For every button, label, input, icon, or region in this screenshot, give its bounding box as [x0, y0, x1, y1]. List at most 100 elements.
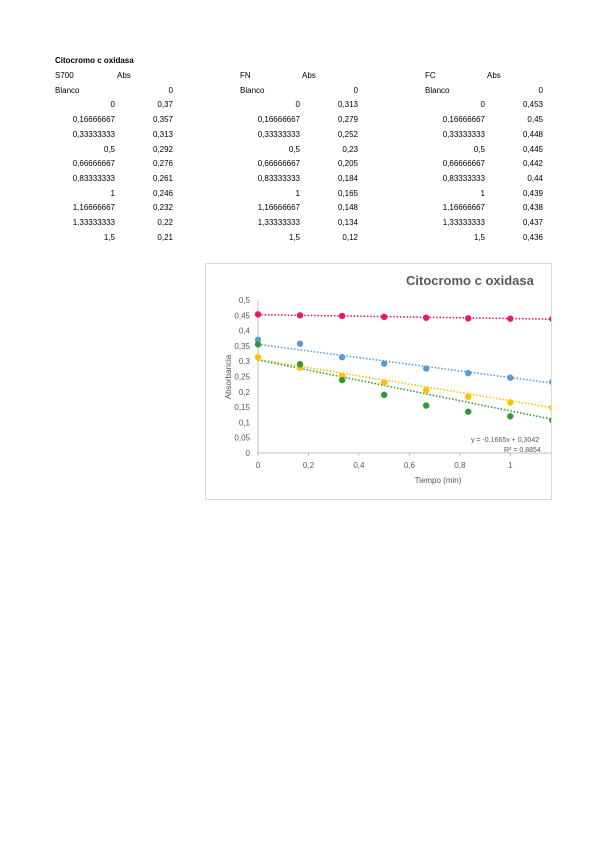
data-point	[423, 314, 430, 321]
data-point	[380, 360, 388, 367]
cell-value: 0,23	[342, 144, 358, 154]
x-tick-label: 0,4	[353, 461, 365, 470]
y-tick-label: 0,5	[239, 296, 251, 305]
data-point	[296, 361, 304, 368]
y-tick-label: 0,25	[234, 373, 250, 382]
cell-label: 0,5	[473, 144, 485, 154]
cell-label: 1,16666667	[257, 203, 300, 213]
data-point	[465, 393, 472, 400]
data-point	[380, 313, 388, 321]
data-point	[254, 354, 262, 361]
data-point	[549, 404, 551, 411]
data-point	[423, 402, 430, 409]
cell-label: 1,5	[473, 232, 485, 242]
cell-value: 0,21	[157, 232, 173, 242]
cell-label: Blanco	[425, 85, 450, 95]
cell-value: 0,261	[152, 173, 173, 183]
data-point	[507, 315, 514, 322]
cell-value: 0	[168, 85, 173, 95]
data-point	[338, 376, 346, 384]
cell-label: 0,33333333	[257, 129, 300, 139]
cell-label: 0,33333333	[72, 129, 115, 139]
x-axis-label: Tiempo (min)	[415, 476, 462, 485]
y-tick-label: 0,05	[234, 434, 250, 443]
cell-value: Abs	[117, 71, 131, 80]
cell-label: 1	[110, 188, 115, 198]
cell-value: 0,246	[152, 188, 173, 198]
cell-label: 0,16666667	[442, 115, 485, 125]
data-point	[465, 315, 472, 322]
x-tick-label: 0,2	[303, 461, 315, 470]
cell-value: 0,205	[337, 159, 358, 169]
cell-value: 0,357	[152, 115, 173, 125]
trendline-1	[257, 358, 551, 409]
cell-value: 0,436	[522, 232, 543, 242]
cell-value: 0,44	[527, 173, 543, 183]
y-tick-label: 0,15	[234, 403, 250, 412]
cell-label: 0,66666667	[442, 159, 485, 169]
cell-value: 0,439	[522, 188, 543, 198]
y-tick-label: 0,2	[239, 388, 251, 397]
cell-value: 0,448	[522, 129, 543, 139]
y-tick-label: 0,3	[239, 357, 251, 366]
cell-label: 1,33333333	[442, 218, 485, 227]
cell-label: 0,83333333	[257, 173, 300, 183]
y-tick-label: 0,1	[239, 418, 251, 427]
trend-equation: y = -0,1665x + 0,3042	[471, 437, 539, 444]
cell-value: 0,148	[337, 203, 358, 213]
y-tick-label: 0,45	[234, 311, 250, 320]
data-point	[549, 417, 551, 424]
cell-label: 1,33333333	[257, 218, 300, 227]
cell-label: FC	[425, 71, 436, 80]
cell-label: 1,16666667	[72, 203, 115, 213]
cell-label: 0,83333333	[442, 173, 485, 183]
cell-value: 0,442	[522, 159, 543, 169]
data-point	[380, 379, 388, 386]
data-point	[380, 391, 388, 399]
cell-value: 0,438	[522, 203, 543, 213]
cell-value: 0,165	[337, 188, 358, 198]
chart-title: Citocromo c oxidasa	[406, 273, 535, 288]
data-point	[507, 413, 514, 420]
data-point	[338, 354, 346, 361]
cell-label: 0,66666667	[257, 159, 300, 169]
trendline-0	[257, 343, 551, 384]
cell-value: 0,453	[522, 100, 543, 110]
cell-label: Blanco	[240, 85, 265, 95]
cell-label: 1,5	[103, 232, 115, 242]
cell-label: Blanco	[55, 85, 80, 95]
data-point	[465, 369, 472, 377]
cell-value: 0,313	[337, 100, 358, 110]
cell-label: 0	[480, 100, 485, 110]
data-point	[549, 379, 551, 385]
cell-value: 0,184	[337, 173, 358, 183]
y-axis-label: Absorbancia	[224, 354, 233, 399]
y-tick-label: 0,35	[234, 342, 250, 351]
cell-value: 0,37	[157, 100, 173, 110]
chart-area[interactable]: Citocromo c oxidasa 0 0,05 0,1 0,15 0,2 0,25 0,…	[205, 263, 552, 500]
cell-label: 0,16666667	[72, 115, 115, 125]
trend-r2: R² = 0,8854	[504, 447, 541, 454]
cell-value: 0,437	[522, 218, 543, 227]
x-tick-label: 0,6	[404, 461, 416, 470]
cell-value: Abs	[302, 71, 316, 80]
cell-value: 0,232	[152, 203, 173, 213]
data-point	[423, 365, 430, 372]
data-point	[254, 341, 262, 348]
cell-label: 0,33333333	[442, 129, 485, 139]
data-point	[423, 387, 430, 394]
y-tick-label: 0,4	[239, 327, 251, 336]
data-point	[254, 311, 262, 318]
data-point	[465, 408, 472, 415]
cell-value: 0	[353, 85, 358, 95]
data-point	[507, 374, 514, 381]
cell-label: 0	[295, 100, 300, 110]
scatter-chart: Citocromo c oxidasa 0 0,05 0,1 0,15 0,2 0,25 0,…	[224, 273, 551, 485]
cell-label: 1,33333333	[72, 218, 115, 227]
data-point	[549, 316, 551, 322]
cell-value: 0	[538, 85, 543, 95]
data-point	[338, 312, 346, 320]
cell-value: 0,45	[527, 115, 543, 125]
data-point	[296, 340, 304, 347]
cell-value: 0,313	[152, 129, 173, 139]
